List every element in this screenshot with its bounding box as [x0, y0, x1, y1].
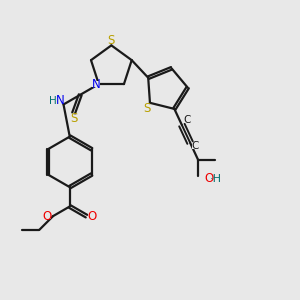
- Bar: [192, 143, 199, 149]
- Bar: [70, 115, 78, 122]
- Text: S: S: [143, 102, 151, 115]
- Bar: [50, 98, 63, 104]
- Text: C: C: [192, 141, 199, 151]
- Text: S: S: [108, 34, 115, 46]
- Text: N: N: [56, 94, 64, 107]
- Bar: [184, 117, 190, 123]
- Bar: [142, 106, 152, 112]
- Text: C: C: [184, 115, 191, 125]
- Text: O: O: [42, 210, 52, 223]
- Bar: [107, 37, 116, 43]
- Text: H: H: [49, 96, 57, 106]
- Text: O: O: [204, 172, 213, 185]
- Bar: [92, 81, 100, 87]
- Text: O: O: [88, 210, 97, 223]
- Bar: [88, 213, 97, 219]
- Bar: [206, 173, 223, 180]
- Text: ·H: ·H: [210, 173, 222, 184]
- Bar: [43, 213, 51, 219]
- Text: N: N: [92, 78, 100, 91]
- Text: S: S: [70, 112, 77, 125]
